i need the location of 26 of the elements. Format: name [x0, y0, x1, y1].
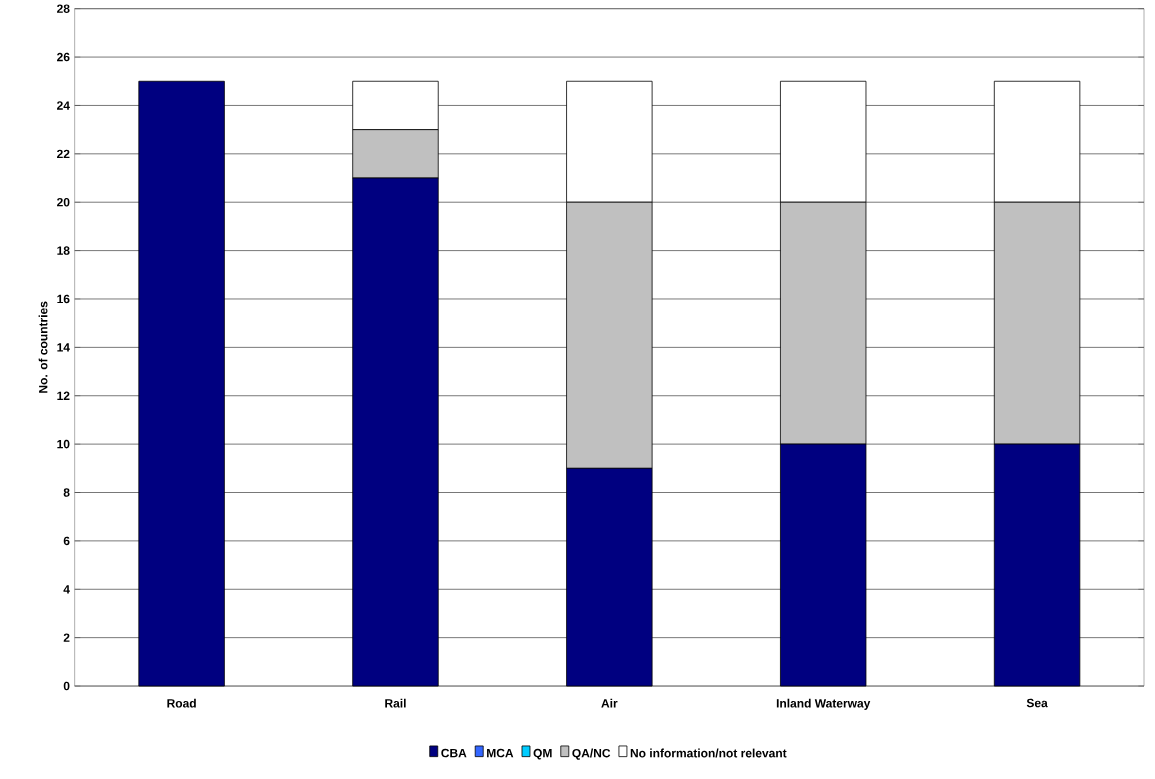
y-tick-label: 14 — [57, 343, 70, 352]
y-tick-label: 16 — [57, 294, 70, 304]
x-tick-label: Air — [601, 698, 618, 708]
y-tick-label: 26 — [57, 52, 70, 62]
y-tick-label: 22 — [57, 149, 70, 159]
legend-label: MCA — [487, 748, 514, 758]
y-tick-label: 12 — [57, 391, 70, 400]
y-tick-label: 10 — [57, 439, 70, 449]
x-tick-label: Inland Waterway — [776, 698, 871, 710]
y-tick-label: 20 — [57, 197, 70, 207]
y-tick-label: 8 — [63, 488, 70, 497]
y-tick-label: 28 — [57, 4, 70, 13]
x-tick-label: Road — [167, 698, 196, 708]
y-tick-label: 6 — [63, 536, 70, 546]
legend-label: No information/not relevant — [630, 748, 787, 758]
y-tick-label: 24 — [57, 101, 70, 110]
y-tick-label: 4 — [63, 585, 70, 594]
y-tick-label: 18 — [57, 246, 70, 255]
legend-label: QM — [533, 748, 552, 760]
legend-label: CBA — [441, 748, 467, 758]
legend-label: QA/NC — [572, 748, 611, 760]
x-tick-label: Rail — [385, 698, 406, 708]
y-axis-title: No. of countries — [38, 301, 48, 393]
y-tick-label: 0 — [63, 681, 70, 691]
x-tick-label: Sea — [1026, 698, 1048, 708]
y-tick-label: 2 — [63, 633, 70, 642]
